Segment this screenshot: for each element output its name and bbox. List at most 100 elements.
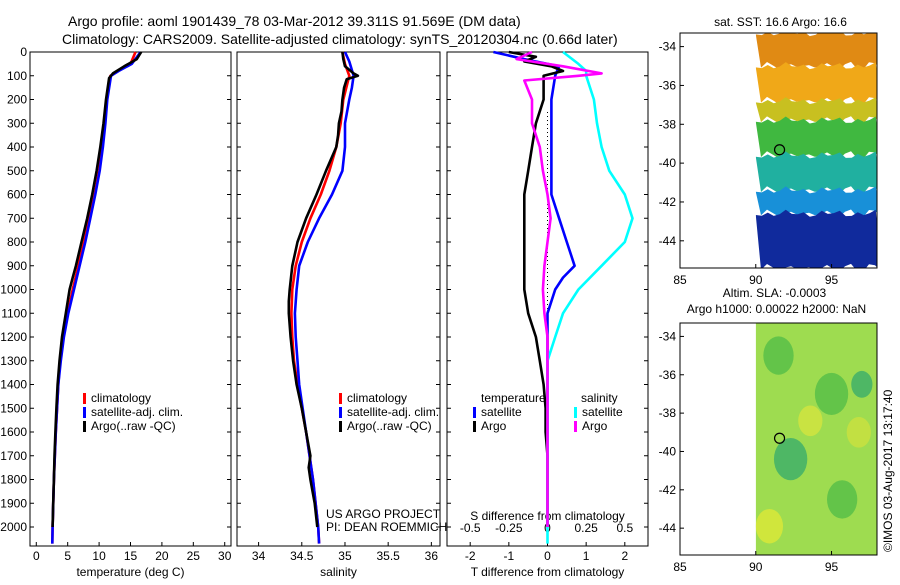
legend-swatch [83, 407, 86, 418]
map-subtitle: Argo h1000: 0.00022 h2000: NaN [687, 302, 866, 316]
sla-anomaly [763, 336, 794, 375]
pi-credit: PI: DEAN ROEMMICH [326, 520, 447, 534]
lat-tick-label: -36 [659, 78, 677, 92]
x-axis-label: T difference from climatology [471, 565, 625, 579]
lat-tick-label: -34 [659, 40, 677, 54]
x-tick-label: 25 [187, 549, 201, 563]
sla-anomaly [846, 416, 871, 448]
sla-anomaly [773, 438, 808, 481]
lat-tick-label: -38 [659, 406, 677, 420]
depth-tick-label: 400 [7, 140, 27, 154]
depth-tick-label: 1200 [0, 330, 27, 344]
depth-tick-label: 1500 [0, 401, 27, 415]
sla-map-panel: -34 -36 -38 -40 -42 -44 85 90 95 Altim. SLA: -0.0… [659, 286, 878, 574]
depth-tick-label: 200 [7, 93, 27, 107]
depth-tick-label: 300 [7, 116, 27, 130]
series-argo [51, 51, 143, 528]
project-credit: US ARGO PROJECT [326, 507, 441, 521]
sst-band [755, 62, 877, 105]
depth-tick-label: 1600 [0, 425, 27, 439]
sla-anomaly [826, 480, 858, 519]
x-tick-label: 34 [252, 549, 266, 563]
map-frame [679, 322, 878, 556]
sst-band [755, 209, 877, 268]
s-tick-label: 0.25 [574, 521, 598, 535]
legend-label: Argo [481, 419, 507, 433]
lon-tick-label: 90 [749, 273, 763, 287]
map-title: Altim. SLA: -0.0003 [723, 286, 827, 300]
x-axis-label: temperature (deg C) [76, 565, 184, 579]
lat-tick-label: -36 [659, 368, 677, 382]
x-tick-label: 1 [583, 549, 590, 563]
legend-swatch [339, 393, 342, 404]
imos-credit: ©IMOS 03-Aug-2017 13:17:40 [881, 389, 895, 552]
depth-tick-label: 100 [7, 69, 27, 83]
legend-swatch [574, 421, 577, 432]
x-tick-label: 10 [92, 549, 106, 563]
map-frame [679, 32, 878, 269]
x-tick-label: 30 [218, 549, 232, 563]
legend-label: satellite-adj. clim. [91, 405, 183, 419]
x-tick-label: 15 [124, 549, 138, 563]
argo-position-marker [773, 432, 786, 444]
map-data-layer [755, 323, 877, 555]
depth-tick-label: 1000 [0, 283, 27, 297]
x-tick-label: 0 [544, 549, 551, 563]
title-line-1: Argo profile: aoml 1901439_78 03-Mar-201… [68, 13, 521, 29]
depth-tick-label: 500 [7, 164, 27, 178]
legend-swatch [339, 407, 342, 418]
depth-tick-label: 1400 [0, 378, 27, 392]
sst-band [755, 186, 877, 218]
x-axis-label: salinity [320, 565, 357, 579]
lon-tick-label: 95 [825, 560, 839, 574]
legend-label: satellite [481, 405, 522, 419]
legend-label: satellite-adj. clim. [347, 405, 439, 419]
lat-tick-label: -44 [659, 234, 677, 248]
depth-tick-label: 2000 [0, 520, 27, 534]
s-tick-label: 0.5 [616, 521, 633, 535]
legend-swatch [473, 407, 476, 418]
series-argo [287, 51, 360, 528]
x-tick-label: -2 [465, 549, 476, 563]
legend-header-salinity: salinity [581, 391, 618, 405]
s-tick-label: -0.5 [460, 521, 481, 535]
x-tick-label: -1 [504, 549, 515, 563]
argo-position-marker [773, 144, 786, 156]
plot-frame [29, 51, 232, 547]
lat-tick-label: -42 [659, 483, 677, 497]
sla-anomaly [798, 405, 823, 437]
sst-map-panel: -34 -36 -38 -40 -42 -44 85 90 95 sat. SST: 16.6 A… [659, 15, 878, 287]
lat-tick-label: -40 [659, 444, 677, 458]
lon-tick-label: 95 [825, 273, 839, 287]
depth-tick-label: 1900 [0, 496, 27, 510]
temperature-panel: 0100200300400500600700800900100011001200… [0, 45, 231, 579]
lat-tick-label: -44 [659, 521, 677, 535]
title-line-2: Climatology: CARS2009. Satellite-adjuste… [62, 31, 618, 47]
sst-band [755, 151, 877, 195]
sla-anomaly [814, 372, 849, 416]
x-tick-label: 20 [155, 549, 169, 563]
depth-tick-label: 1700 [0, 449, 27, 463]
lon-tick-label: 85 [673, 273, 687, 287]
x-tick-label: 0 [33, 549, 40, 563]
lon-tick-label: 90 [749, 560, 763, 574]
s-tick-label: -0.25 [495, 521, 523, 535]
legend-header-temperature: temperature [481, 391, 546, 405]
depth-tick-label: 1100 [1, 306, 27, 320]
lat-tick-label: -40 [659, 156, 677, 170]
legend-swatch [339, 421, 342, 432]
sst-band [755, 116, 877, 160]
salinity-panel: 34 34.5 35 35.5 36 salinity climatologysatelli… [236, 51, 441, 579]
sla-anomaly [755, 508, 784, 544]
series-temperature-argo [508, 50, 565, 527]
legend-swatch [83, 421, 86, 432]
lat-tick-label: -38 [659, 117, 677, 131]
x-tick-label: 2 [621, 549, 628, 563]
legend-label: Argo(..raw -QC) [91, 419, 176, 433]
legend-label: Argo [582, 419, 608, 433]
legend-swatch [574, 407, 577, 418]
depth-tick-label: 1300 [0, 354, 27, 368]
legend-label: climatology [91, 391, 151, 405]
depth-tick-label: 700 [7, 211, 27, 225]
